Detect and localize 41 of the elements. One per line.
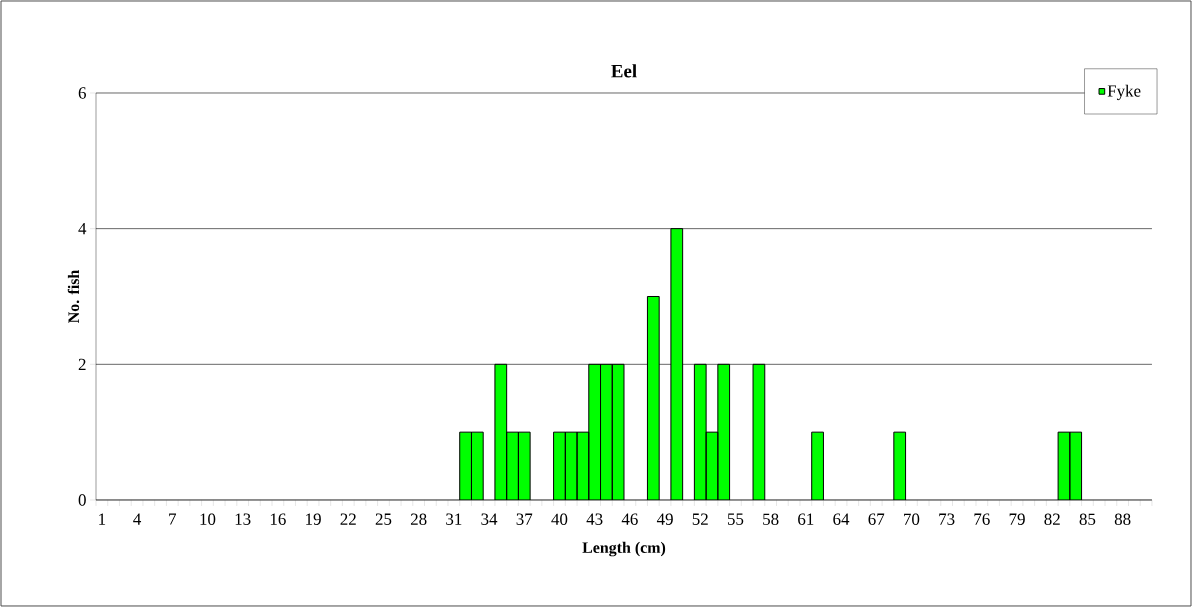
y-tick-label: 2 [78, 358, 86, 370]
x-tick-label: 82 [1044, 513, 1060, 525]
x-tick-label: 22 [340, 513, 356, 525]
x-tick-label: 4 [133, 513, 142, 525]
x-tick-label: 34 [481, 513, 498, 525]
x-tick-label: 10 [200, 513, 216, 525]
x-tick-label: 49 [656, 513, 673, 525]
x-tick-label: 31 [446, 513, 462, 525]
y-tick-label: 6 [78, 87, 86, 99]
x-tick-label: 1 [99, 513, 106, 525]
bar [646, 295, 660, 500]
x-tick-label: 16 [270, 513, 286, 525]
bar [893, 431, 907, 500]
x-tick-label: 58 [763, 513, 779, 525]
x-tick-label: 46 [621, 513, 638, 525]
x-tick-label: 52 [692, 513, 708, 525]
y-tick-label: 4 [78, 223, 87, 235]
x-tick-label: 70 [904, 513, 920, 525]
x-tick-label: 88 [1114, 513, 1131, 525]
x-axis-title: Length (cm) [582, 541, 666, 557]
x-tick-label: 67 [868, 513, 885, 525]
x-tick-label: 76 [974, 513, 990, 525]
x-tick-label: 85 [1079, 513, 1096, 525]
x-tick-label: 61 [798, 513, 814, 525]
chart-title: Eel [611, 64, 637, 78]
x-tick-label: 43 [586, 513, 603, 525]
bar [811, 431, 824, 500]
x-tick-label: 73 [939, 513, 955, 525]
x-tick-label: 7 [169, 513, 177, 525]
x-tick-label: 55 [727, 513, 744, 525]
y-axis-title: No. fish [67, 269, 80, 323]
x-tick-label: 40 [551, 513, 568, 525]
x-tick-label: 37 [516, 513, 533, 525]
x-tick-label: 13 [235, 513, 251, 525]
x-tick-label: 64 [833, 513, 850, 525]
legend-label: Fyke [1107, 84, 1141, 101]
x-tick-label: 79 [1009, 513, 1025, 525]
x-tick-label: 19 [306, 513, 321, 525]
x-tick-label: 25 [375, 513, 392, 525]
x-tick-label: 28 [410, 513, 427, 525]
y-tick-label: 0 [78, 494, 86, 506]
